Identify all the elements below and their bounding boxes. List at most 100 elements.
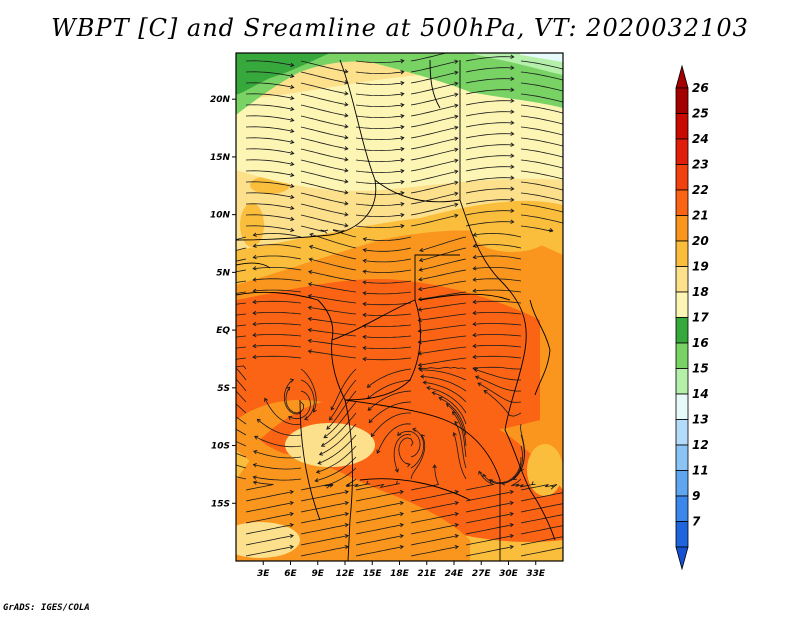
streamline-arrowhead bbox=[289, 533, 294, 539]
streamline-arrowhead bbox=[207, 396, 211, 399]
lon-tick-label: 18E bbox=[390, 569, 410, 579]
streamline-arrowhead bbox=[472, 254, 477, 260]
streamline-arrowhead bbox=[290, 150, 295, 156]
streamline-arrowhead bbox=[362, 280, 367, 285]
streamline-arrowhead bbox=[472, 266, 477, 271]
streamline bbox=[316, 445, 357, 473]
streamline bbox=[236, 335, 247, 338]
streamline-arrowhead bbox=[454, 158, 459, 163]
streamline-arrowhead bbox=[199, 308, 202, 312]
streamline bbox=[418, 357, 467, 366]
streamline bbox=[465, 199, 514, 205]
streamline-arrowhead bbox=[252, 480, 258, 485]
colorbar-swatch bbox=[675, 444, 689, 471]
streamline bbox=[446, 403, 467, 447]
streamline-arrowhead bbox=[400, 190, 405, 196]
streamline bbox=[363, 269, 412, 273]
streamline-arrowhead bbox=[406, 463, 411, 468]
streamline-arrowhead bbox=[454, 92, 459, 97]
streamline bbox=[253, 464, 302, 470]
streamline bbox=[410, 126, 458, 139]
streamline-arrowhead bbox=[565, 189, 568, 193]
streamline bbox=[473, 278, 522, 282]
streamline-arrowhead bbox=[431, 391, 436, 396]
streamline bbox=[419, 236, 467, 252]
streamline bbox=[363, 280, 412, 284]
streamline bbox=[245, 148, 294, 154]
streamline bbox=[264, 398, 302, 426]
streamline bbox=[257, 418, 302, 437]
streamline bbox=[300, 181, 348, 194]
streamline-arrowhead bbox=[199, 352, 202, 356]
country-border bbox=[459, 199, 527, 431]
streamline bbox=[245, 502, 294, 513]
streamline-arrowhead bbox=[472, 288, 477, 293]
streamline bbox=[454, 421, 467, 469]
streamline bbox=[418, 324, 467, 332]
streamline bbox=[288, 390, 311, 420]
streamline bbox=[473, 323, 522, 326]
streamline-arrowhead bbox=[510, 164, 515, 169]
streamline bbox=[236, 280, 247, 283]
streamline-arrowhead bbox=[454, 114, 459, 119]
streamline-arrowhead bbox=[252, 463, 257, 468]
colorbar-label: 26 bbox=[692, 81, 709, 95]
streamline-arrowhead bbox=[252, 243, 257, 248]
streamline bbox=[420, 376, 467, 392]
country-border bbox=[236, 59, 377, 241]
streamline-arrowhead bbox=[412, 427, 417, 432]
streamline-arrowhead bbox=[252, 266, 257, 271]
streamline-arrowhead bbox=[330, 406, 335, 411]
streamline bbox=[513, 434, 525, 480]
streamline bbox=[418, 366, 467, 370]
streamline-arrowhead bbox=[290, 139, 295, 145]
streamline bbox=[520, 148, 563, 158]
colorbar-swatch bbox=[675, 138, 689, 165]
lat-tick-label: EQ bbox=[216, 326, 230, 336]
streamline bbox=[236, 452, 247, 458]
streamline-arrowhead bbox=[198, 329, 201, 333]
streamline bbox=[363, 247, 412, 252]
streamline-arrowhead bbox=[365, 480, 371, 485]
country-border bbox=[504, 429, 556, 541]
streamline-arrowhead bbox=[400, 223, 405, 229]
colorbar-top-arrow bbox=[675, 64, 689, 89]
streamline-arrowhead bbox=[264, 397, 269, 402]
streamline-arrowhead bbox=[417, 362, 422, 368]
colorbar-swatch bbox=[675, 164, 689, 191]
streamline bbox=[520, 203, 563, 213]
streamline-arrowhead bbox=[307, 349, 312, 354]
streamline-arrowhead bbox=[290, 172, 295, 178]
streamline-arrowhead bbox=[199, 297, 202, 301]
lon-tick-label: 12E bbox=[336, 569, 356, 579]
streamline bbox=[363, 324, 412, 327]
lat-tick-label: 20N bbox=[210, 95, 231, 105]
streamline-arrowhead bbox=[206, 365, 209, 369]
streamline-arrowhead bbox=[202, 438, 206, 441]
streamline-arrowhead bbox=[340, 229, 345, 235]
streamline bbox=[355, 535, 404, 546]
streamline-arrowhead bbox=[565, 112, 568, 116]
colorbar-label: 25 bbox=[692, 107, 709, 121]
streamline bbox=[452, 411, 467, 458]
country-border bbox=[414, 254, 460, 300]
streamline-arrowhead bbox=[344, 489, 349, 495]
streamline-arrowhead bbox=[510, 65, 515, 70]
streamline bbox=[397, 430, 421, 458]
streamline bbox=[245, 93, 294, 99]
streamline bbox=[308, 340, 357, 348]
streamline bbox=[236, 403, 247, 414]
streamline bbox=[418, 313, 467, 321]
streamline bbox=[253, 300, 302, 304]
streamline bbox=[520, 126, 563, 136]
streamline bbox=[410, 434, 426, 480]
streamline-arrowhead bbox=[509, 511, 514, 517]
colorbar-label: 23 bbox=[692, 158, 709, 172]
streamline bbox=[367, 368, 412, 388]
streamline bbox=[245, 60, 294, 66]
streamline-arrowhead bbox=[454, 70, 459, 75]
streamline-arrowhead bbox=[344, 179, 349, 184]
streamline bbox=[300, 502, 349, 513]
colorbar-label: 19 bbox=[692, 260, 709, 274]
streamline-arrowhead bbox=[344, 146, 349, 151]
